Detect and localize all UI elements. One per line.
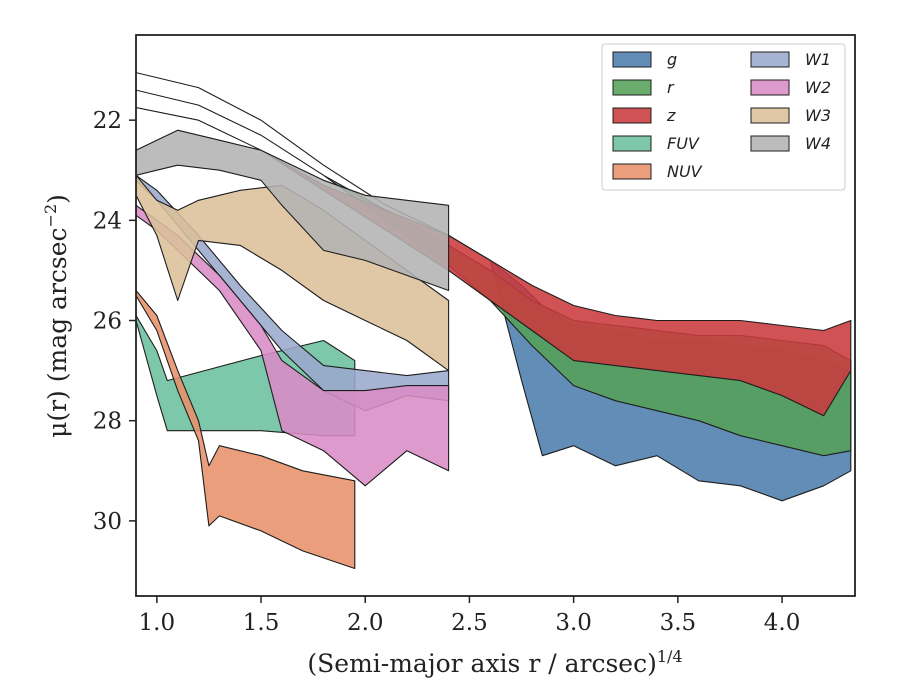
legend-label-z: z xyxy=(666,106,676,125)
legend-label-w4: W4 xyxy=(805,134,831,153)
legend-swatch-fuv xyxy=(612,135,652,152)
legend-label-w1: W1 xyxy=(805,50,831,69)
legend-swatch-w2 xyxy=(750,79,790,96)
y-tick-label: 24 xyxy=(93,208,122,234)
x-axis-title: (Semi-major axis r / arcsec)1/4 xyxy=(307,647,682,678)
legend-swatch-z xyxy=(612,107,652,124)
y-tick-label: 22 xyxy=(93,108,122,134)
legend-label-nuv: NUV xyxy=(667,162,703,181)
legend: grz FUV NUV W1 W2 W3 W4 xyxy=(601,43,846,191)
legend-swatch-g xyxy=(612,51,652,68)
x-axis-title-exponent: 1/4 xyxy=(657,647,683,666)
legend-swatch-r xyxy=(612,79,652,96)
y-tick-label: 30 xyxy=(93,509,122,535)
legend-label-w3: W3 xyxy=(805,106,831,125)
band-w2 xyxy=(136,204,450,487)
legend-label-fuv: FUV xyxy=(667,134,700,153)
x-tick-label: 2.0 xyxy=(347,610,384,636)
x-tick-label: 1.0 xyxy=(139,610,176,636)
y-tick-label: 28 xyxy=(93,409,122,435)
x-tick-label: 2.5 xyxy=(451,610,488,636)
y-axis-title: μ(r) (mag arcsec−2) xyxy=(41,194,72,438)
y-axis-title-close: ) xyxy=(43,194,72,204)
band-z xyxy=(136,107,852,417)
legend-swatch-w1 xyxy=(750,51,790,68)
legend-label-g: g xyxy=(667,50,677,69)
legend-label-w2: W2 xyxy=(805,78,831,97)
band-w4 xyxy=(136,129,450,292)
y-axis-title-exponent: −2 xyxy=(41,204,60,228)
legend-swatch-w3 xyxy=(750,107,790,124)
band-nuv xyxy=(136,289,356,570)
legend-swatch-w4 xyxy=(750,135,790,152)
y-tick-label: 26 xyxy=(93,309,122,335)
x-tick-label: 1.5 xyxy=(243,610,280,636)
legend-swatch-nuv xyxy=(612,163,652,180)
x-tick-label: 3.5 xyxy=(660,610,697,636)
y-axis: 22 24 26 28 30 xyxy=(93,108,136,535)
x-axis: 1.0 1.5 2.0 2.5 3.0 3.5 4.0 xyxy=(139,596,801,636)
x-tick-label: 3.0 xyxy=(555,610,592,636)
x-tick-label: 4.0 xyxy=(764,610,801,636)
band-w3 xyxy=(136,174,450,372)
plot-frame xyxy=(135,34,856,597)
legend-label-r: r xyxy=(667,78,675,97)
plot-area xyxy=(136,72,852,570)
